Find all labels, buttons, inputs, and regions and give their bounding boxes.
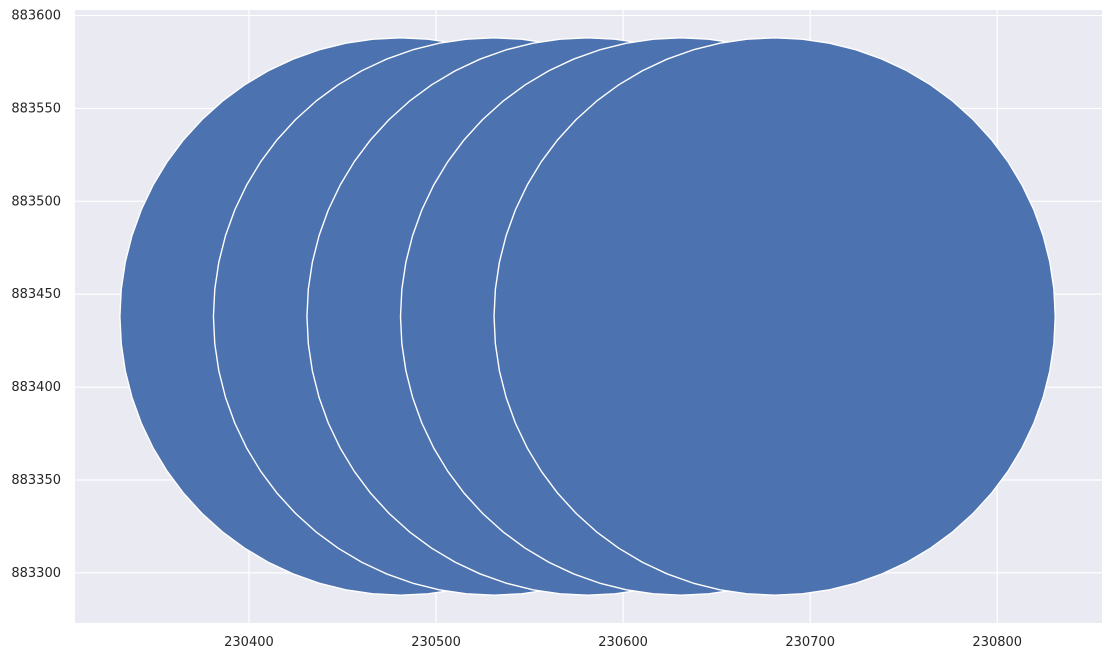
x-tick-label: 230700 xyxy=(785,635,835,650)
x-tick-layer: 230400 230500 230600 230700 230800 xyxy=(224,635,1022,650)
x-tick-label: 230400 xyxy=(224,635,274,650)
y-tick-label: 883600 xyxy=(11,9,61,24)
y-tick-layer: 883300 883350 883400 883450 883500 883550 8836… xyxy=(11,9,61,581)
y-tick-label: 883400 xyxy=(11,380,61,395)
x-tick-label: 230600 xyxy=(598,635,648,650)
y-tick-label: 883450 xyxy=(11,287,61,302)
y-tick-label: 883350 xyxy=(11,473,61,488)
x-tick-label: 230500 xyxy=(411,635,461,650)
y-tick-label: 883500 xyxy=(11,194,61,209)
x-tick-label: 230800 xyxy=(972,635,1022,650)
shape-layer xyxy=(119,37,1056,596)
y-tick-label: 883300 xyxy=(11,566,61,581)
circle-polygon-5 xyxy=(493,37,1056,596)
y-tick-label: 883550 xyxy=(11,101,61,116)
